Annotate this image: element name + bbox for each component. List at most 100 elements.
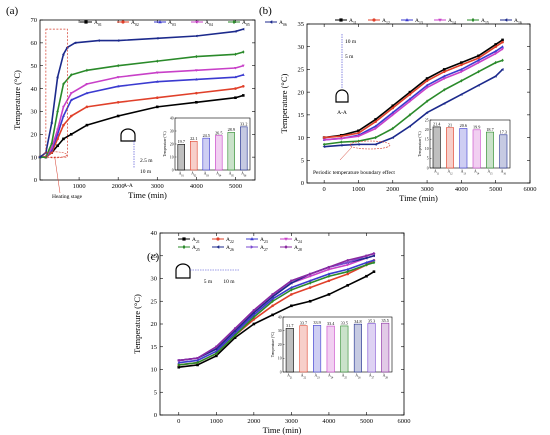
data-point xyxy=(155,105,159,109)
data-point xyxy=(372,260,376,265)
data-point xyxy=(194,69,198,72)
legend-label: A26 xyxy=(226,245,234,252)
data-point xyxy=(62,82,65,86)
legend-marker xyxy=(339,18,343,22)
data-point xyxy=(252,313,256,316)
legend-marker xyxy=(284,237,288,241)
data-point xyxy=(116,39,120,43)
inset-bar xyxy=(177,144,185,171)
y-tick-label: 20 xyxy=(298,89,305,96)
legend-label: A15 xyxy=(481,18,489,25)
inset-y-tick-label: 25 xyxy=(425,118,429,122)
y-axis-title: Temperature (°C) xyxy=(132,294,142,354)
data-point xyxy=(425,86,429,90)
data-point xyxy=(391,111,395,114)
data-point xyxy=(85,68,89,72)
data-point xyxy=(271,293,274,296)
data-point xyxy=(340,134,343,138)
data-point xyxy=(271,313,274,317)
data-point xyxy=(290,304,293,308)
data-point xyxy=(494,49,498,53)
y-tick-label: 35 xyxy=(151,253,158,260)
inset-x-tick-label: A21 xyxy=(287,374,293,380)
inset-bar xyxy=(326,325,335,373)
legend-label: A27 xyxy=(260,245,268,252)
inset-x-tick-label: A06 xyxy=(241,172,247,178)
series-line xyxy=(178,261,375,366)
inset-bar xyxy=(313,325,322,373)
data-point xyxy=(425,111,429,115)
data-point xyxy=(196,363,199,367)
data-point xyxy=(391,126,395,131)
data-point xyxy=(289,281,293,285)
series-A12 xyxy=(322,40,504,139)
y-tick-label: 35 xyxy=(298,21,305,28)
data-point xyxy=(340,140,343,144)
data-point xyxy=(69,92,73,95)
data-point xyxy=(356,142,360,146)
series-A05 xyxy=(38,50,245,159)
legend-label: A14 xyxy=(448,18,456,25)
inset-y-tick-label: 10 xyxy=(425,147,429,151)
legend-item: A05 xyxy=(228,19,250,27)
data-point xyxy=(116,76,120,79)
legend-item: A23 xyxy=(246,237,268,244)
data-point xyxy=(155,71,159,75)
annotation-section: A-A xyxy=(123,183,133,189)
data-point xyxy=(346,259,349,262)
series-A14 xyxy=(322,47,504,142)
data-point xyxy=(177,363,181,367)
data-point xyxy=(50,148,54,152)
inset-bar xyxy=(367,323,376,373)
y-tick-label: 50 xyxy=(31,63,38,70)
tunnel-section-icon xyxy=(120,128,136,142)
data-point xyxy=(494,74,497,78)
inset-bar xyxy=(190,140,198,171)
inset-y-tick-label: 20 xyxy=(425,128,429,132)
data-point xyxy=(308,299,312,303)
data-point xyxy=(477,70,480,74)
x-tick-label: 6000 xyxy=(524,186,537,193)
data-point xyxy=(62,123,65,127)
inset-x-tick-label: A22 xyxy=(301,374,307,380)
data-point xyxy=(408,90,412,94)
legend-label: A05 xyxy=(242,20,250,27)
legend-label: A03 xyxy=(168,20,176,27)
inset-bar-value-label: 24.5 xyxy=(203,133,210,138)
legend-item: A06 xyxy=(265,20,287,27)
series-line xyxy=(324,39,503,139)
inset-bar xyxy=(240,126,248,171)
annotation-spacing-2: 10 m xyxy=(140,169,152,175)
data-point xyxy=(234,66,237,70)
inset-bar xyxy=(446,127,454,169)
x-tick-label: 5000 xyxy=(360,418,373,425)
data-point xyxy=(391,104,395,108)
inset-bar xyxy=(499,134,508,169)
inset-bar-chart: 0 5 10 15 20 25 Temperature (°C) 21.4 A11 21 A12 20… xyxy=(418,118,511,175)
data-point xyxy=(365,254,368,257)
data-point xyxy=(214,347,218,351)
data-point xyxy=(214,349,218,353)
inset-bar xyxy=(227,132,235,171)
data-point xyxy=(116,114,120,118)
data-point xyxy=(460,61,463,64)
data-point xyxy=(357,139,360,143)
data-point xyxy=(494,60,497,65)
series-line xyxy=(40,64,244,158)
data-point xyxy=(196,360,199,365)
data-point xyxy=(322,136,326,139)
data-point xyxy=(425,83,429,87)
panel-b: (b) 0 5 10 15 20 25 30 35 0 1000 2000 3000 4000 5000 60… xyxy=(259,5,537,203)
inset-bar-value-label: 35.3 xyxy=(368,318,375,323)
plot-frame xyxy=(39,19,256,181)
data-point xyxy=(177,365,181,369)
series-line xyxy=(324,48,503,141)
boundary-effect-pointer xyxy=(339,146,353,161)
inset-bar xyxy=(432,126,441,169)
inset-bar-value-label: 33.2 xyxy=(240,122,247,127)
data-point xyxy=(241,94,245,97)
data-point xyxy=(215,351,218,356)
data-point xyxy=(195,91,198,95)
inset-bar xyxy=(486,131,494,169)
